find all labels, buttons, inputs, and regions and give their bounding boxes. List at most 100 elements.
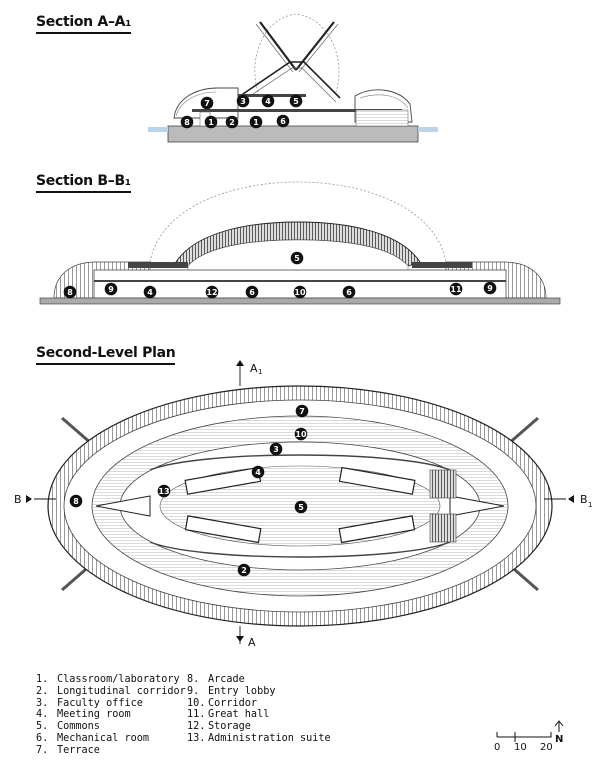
marker-label: 8 [73,497,79,506]
legend-label: Administration suite [208,732,331,744]
plan-drawing [47,385,553,627]
cut-label-b-right-sub: 1 [588,501,592,509]
marker-circle [63,285,77,299]
marker-label: 10 [294,288,306,297]
cut-arrow-b-left [26,495,32,503]
legend-item: 5. Commons [36,721,186,733]
section-b-drawing [39,181,561,305]
marker-10: 10 [294,427,308,441]
marker-label: 10 [295,430,307,439]
legend-item: 2. Longitudinal corridor [36,686,186,698]
marker-10: 10 [293,285,307,299]
section-a-markers: 7 3 4 5 8 1 2 1 6 [180,94,303,129]
marker-circle [236,94,250,108]
marker-6: 6 [245,285,259,299]
legend-number: 11. [187,709,206,721]
marker-circle [261,94,275,108]
marker-circle [483,281,497,295]
marker-5: 5 [289,94,303,108]
marker-circle [69,494,83,508]
marker-label: 3 [240,97,246,106]
marker-circle [204,115,218,129]
marker-5: 5 [294,500,308,514]
legend-number: 13. [187,732,206,744]
legend-item: 12. Storage [187,721,331,733]
legend-item: 8. Arcade [187,674,331,686]
legend-item: 6. Mechanical room [36,733,186,745]
marker-5: 5 [290,251,304,265]
section-b-title: Section B–B₁ [36,173,131,193]
legend-label: Commons [57,721,100,733]
marker-3: 3 [269,442,283,456]
marker-circle [245,285,259,299]
scale-label-20: 20 [540,742,553,753]
marker-6: 6 [276,114,290,128]
marker-label: 1 [253,118,259,127]
legend-number: 10. [187,697,206,709]
cut-label-a-bottom: A [248,636,256,649]
section-b-markers: 5 8 9 4 12 6 10 6 11 9 [63,251,497,299]
marker-label: 3 [273,445,279,454]
marker-label: 8 [67,288,73,297]
marker-4: 4 [143,285,157,299]
legend-number: 12. [187,721,206,733]
marker-label: 13 [158,487,169,496]
legend-number: 3. [36,697,49,709]
legend-label: Longitudinal corridor [57,685,186,697]
marker-label: 8 [184,118,190,127]
marker-circle [449,282,463,296]
marker-1: 1 [204,115,218,129]
marker-circle [269,442,283,456]
marker-circle [205,285,219,299]
scale-label-0: 0 [494,742,501,753]
marker-label: 5 [298,503,304,512]
cut-lines: A 1 A B B 1 [14,360,592,649]
marker-label: 11 [450,285,462,294]
marker-circle [249,115,263,129]
marker-label: 4 [265,97,271,106]
legend-item: 9. Entry lobby [187,686,331,698]
legend-number: 8. [187,674,200,685]
legend-label: Meeting room [57,709,131,721]
legend-item: 1. Classroom/laboratory [36,674,186,686]
marker-label: 6 [249,288,255,297]
north-arrow-icon [554,720,564,732]
marker-8: 8 [69,494,83,508]
marker-2: 2 [225,115,239,129]
cut-label-a-top-sub: 1 [258,368,262,376]
legend-number: 2. [36,685,49,697]
section-a-drawing [148,13,438,143]
marker-4: 4 [261,94,275,108]
marker-label: 7 [299,407,305,416]
marker-12: 12 [205,285,219,299]
marker-circle [237,563,251,577]
legend-item: 11. Great hall [187,709,331,721]
marker-label: 9 [487,284,493,293]
marker-7: 7 [295,404,309,418]
legend-number: 6. [36,732,49,744]
cut-label-b-left: B [14,493,22,506]
legend-item: 13. Administration suite [187,733,331,745]
marker-label: 5 [294,254,300,263]
cut-arrow-a-bottom [236,636,244,642]
cut-arrow-b-right [568,495,574,503]
marker-label: 2 [229,118,235,127]
legend-label: Corridor [208,697,258,709]
legend-item: 3. Faculty office [36,698,186,710]
scale-bar [496,720,564,742]
cut-label-a-top: A [250,362,258,375]
marker-7: 7 [200,96,214,110]
legend: 1. Classroom/laboratory 2. Longitudinal cor… [36,674,186,757]
plan-title: Second-Level Plan [36,345,176,365]
scale-label-10: 10 [514,742,527,753]
marker-label: 1 [208,118,214,127]
legend-number: 5. [36,721,49,733]
marker-8: 8 [180,115,194,129]
marker-3: 3 [236,94,250,108]
marker-label: 2 [241,566,247,575]
marker-2: 2 [237,563,251,577]
marker-label: 6 [346,288,352,297]
marker-4: 4 [251,465,265,479]
marker-label: 4 [255,468,261,477]
marker-circle [180,115,194,129]
